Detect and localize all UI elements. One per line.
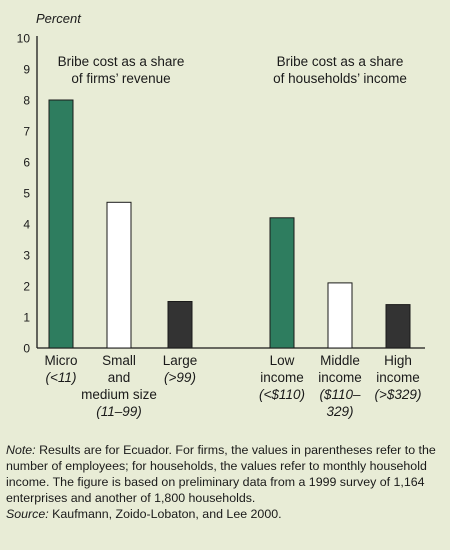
y-tick-label: 2 bbox=[23, 280, 30, 294]
category-label: Large (>99) bbox=[163, 353, 198, 385]
note-text: Results are for Ecuador. For firms, the … bbox=[6, 443, 436, 505]
bribe-cost-chart: 0 1 2 3 4 5 6 7 8 9 10 Bribe cost as a share of fir… bbox=[17, 11, 425, 419]
y-tick-label: 10 bbox=[17, 32, 31, 46]
note-lead: Note: bbox=[6, 443, 36, 457]
group-title: Bribe cost as a share of households’ inco… bbox=[273, 54, 407, 86]
group-titles: Bribe cost as a share of firms’ revenue Br… bbox=[58, 54, 407, 86]
y-tick-label: 3 bbox=[23, 249, 30, 263]
bar bbox=[106, 201, 132, 349]
bar bbox=[48, 99, 74, 349]
notes-block: Note: Results are for Ecuador. For firms… bbox=[6, 442, 442, 522]
bar bbox=[167, 301, 193, 349]
bar bbox=[269, 217, 295, 349]
category-label: Small and medium size (11–99) bbox=[81, 353, 157, 419]
bar bbox=[327, 282, 353, 349]
bars bbox=[48, 99, 411, 349]
source-text: Kaufmann, Zoido-Lobaton, and Lee 2000. bbox=[48, 507, 282, 521]
category-labels: Micro (<11)Small and medium size (11–99)Larg… bbox=[45, 353, 422, 419]
y-tick-label: 4 bbox=[23, 218, 30, 232]
axis bbox=[36, 36, 425, 349]
y-tick-label: 0 bbox=[23, 342, 30, 356]
y-axis-label: Percent bbox=[36, 11, 82, 26]
source-paragraph: Source: Kaufmann, Zoido-Lobaton, and Lee… bbox=[6, 506, 442, 522]
group-title: Bribe cost as a share of firms’ revenue bbox=[58, 54, 185, 86]
category-label: High income (>$329) bbox=[375, 353, 422, 402]
category-label: Micro (<11) bbox=[45, 353, 78, 385]
y-tick-label: 1 bbox=[23, 311, 30, 325]
category-label: Middle income ($110– 329) bbox=[318, 353, 362, 419]
y-tick-label: 7 bbox=[23, 125, 30, 139]
y-tick-label: 6 bbox=[23, 156, 30, 170]
category-label: Low income (<$110) bbox=[259, 353, 305, 402]
source-lead: Source: bbox=[6, 507, 49, 521]
y-tick-label: 5 bbox=[23, 187, 30, 201]
y-tick-label: 8 bbox=[23, 94, 30, 108]
y-tick-label: 9 bbox=[23, 63, 30, 77]
bar bbox=[385, 304, 411, 349]
note-paragraph: Note: Results are for Ecuador. For firms… bbox=[6, 442, 442, 506]
y-ticks: 0 1 2 3 4 5 6 7 8 9 10 bbox=[17, 32, 31, 356]
